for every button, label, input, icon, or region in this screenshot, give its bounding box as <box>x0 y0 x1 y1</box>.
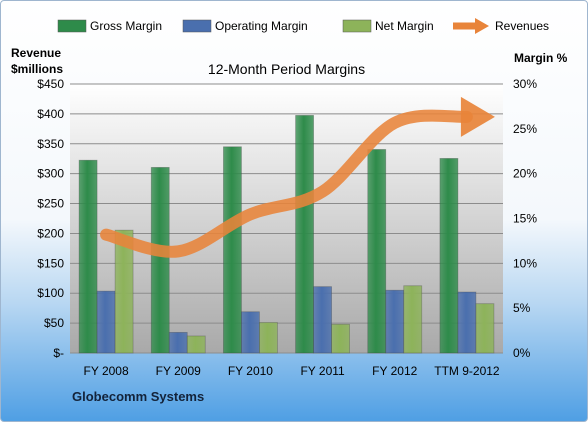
y-left-tick-label: $- <box>53 346 64 360</box>
y-right-tick-label: 5% <box>513 301 531 315</box>
revenue-line <box>100 109 473 258</box>
x-tick-label: FY 2012 <box>372 364 417 378</box>
bar <box>96 290 116 354</box>
y-left-tick-label: $150 <box>37 256 64 270</box>
chart-title: 12-Month Period Margins <box>208 61 365 77</box>
bar <box>186 335 206 354</box>
bar <box>403 285 423 354</box>
x-tick-label: FY 2010 <box>228 364 273 378</box>
x-tick-label: FY 2008 <box>84 364 129 378</box>
bar <box>114 229 134 354</box>
y-left-tick-label: $100 <box>37 286 64 300</box>
company-name: Globecomm Systems <box>72 389 205 404</box>
y-right-tick-label: 25% <box>513 122 537 136</box>
bar <box>475 303 495 354</box>
y-right-tick-label: 0% <box>513 346 531 360</box>
x-tick-label: FY 2009 <box>156 364 201 378</box>
revenue-arrowhead <box>460 96 495 137</box>
bar <box>385 289 405 354</box>
y-right-tick-label: 15% <box>513 212 537 226</box>
legend-swatch <box>342 19 372 33</box>
bar <box>168 331 188 354</box>
y-left-tick-label: $400 <box>37 107 64 121</box>
y-left-tick-label: $50 <box>44 316 64 330</box>
bar <box>295 114 314 354</box>
bar <box>439 158 459 354</box>
legend-arrow-swatch <box>475 18 489 34</box>
y-left-tick-label: $200 <box>37 226 64 240</box>
y-left-tick-label: $300 <box>37 167 64 181</box>
y-right-tick-label: 10% <box>513 256 537 270</box>
bar <box>150 166 170 354</box>
y-left-tick-label: $450 <box>37 77 64 91</box>
legend-label: Gross Margin <box>90 19 162 33</box>
legend-swatch <box>182 19 212 33</box>
plot-area <box>70 84 503 353</box>
y-left-axis-title: Revenue <box>11 46 61 60</box>
y-right-axis-title: Margin % <box>514 51 568 65</box>
legend-label: Revenues <box>495 19 549 33</box>
bar <box>223 146 242 354</box>
legend-label: Net Margin <box>375 19 434 33</box>
y-left-tick-label: $250 <box>37 197 64 211</box>
y-right-tick-label: 20% <box>513 167 537 181</box>
y-right-tick-label: 30% <box>513 77 537 91</box>
bar <box>331 323 350 354</box>
legend-label: Operating Margin <box>215 19 308 33</box>
bar <box>241 311 260 354</box>
bar <box>457 291 477 354</box>
y-left-axis-title: $millions <box>11 62 63 76</box>
bar <box>313 286 332 354</box>
x-tick-label: FY 2011 <box>300 364 345 378</box>
bar <box>78 159 98 354</box>
legend-swatch <box>57 19 87 33</box>
x-tick-label: TTM 9-2012 <box>434 364 500 378</box>
bar <box>259 322 278 354</box>
bar <box>367 149 387 354</box>
y-left-tick-label: $350 <box>37 137 64 151</box>
